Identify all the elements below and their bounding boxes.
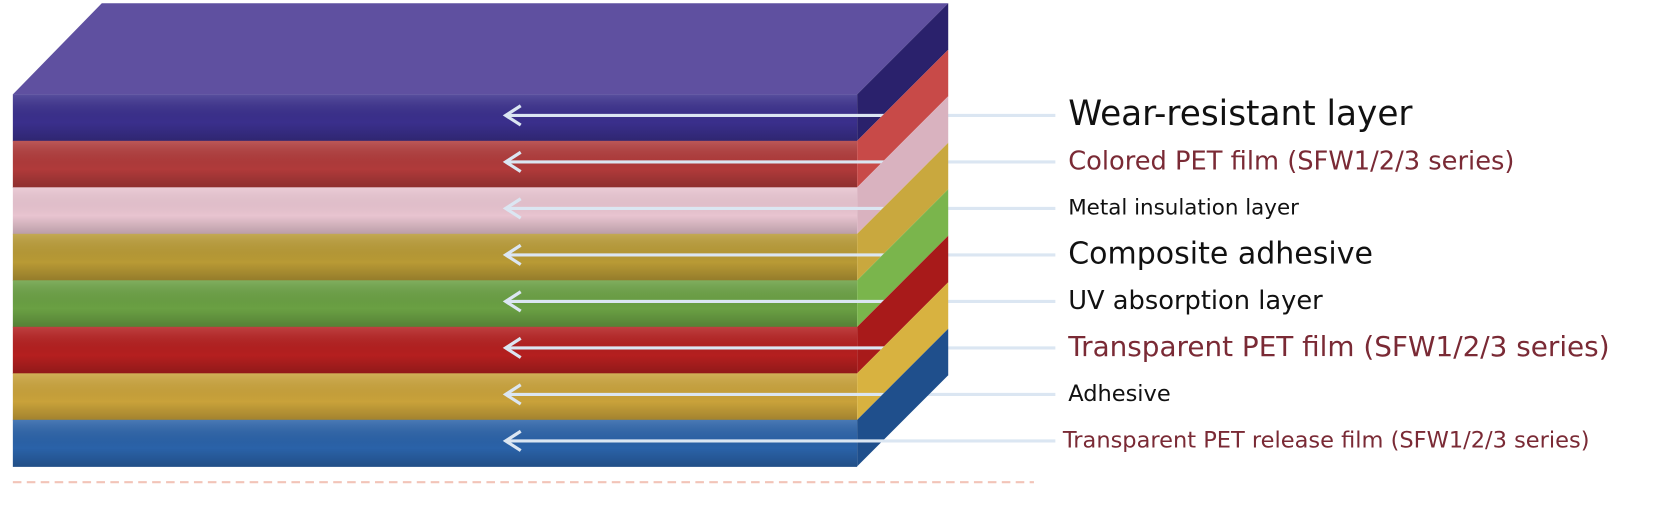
layer-label: Transparent PET film (SFW1/2/3 series) bbox=[1067, 330, 1609, 363]
layer-side bbox=[857, 235, 949, 374]
pointer-head bbox=[502, 197, 522, 220]
layer-side bbox=[857, 282, 949, 420]
layer-label: Adhesive bbox=[1068, 381, 1171, 407]
pointer-head bbox=[502, 104, 522, 127]
pointer-head bbox=[502, 429, 522, 452]
layer-label: UV absorption layer bbox=[1068, 286, 1323, 316]
layer-shade bbox=[12, 187, 858, 235]
layer-shade bbox=[12, 233, 858, 281]
layer-shade bbox=[12, 419, 858, 467]
layer-side bbox=[857, 328, 949, 467]
layer-shade bbox=[12, 373, 858, 421]
layer-label: Transparent PET release film (SFW1/2/3 s… bbox=[1062, 427, 1590, 453]
pointer-head bbox=[502, 383, 522, 406]
layer-side bbox=[857, 3, 949, 141]
top-face bbox=[12, 3, 949, 95]
pointer-head bbox=[502, 336, 522, 359]
pointer-head bbox=[502, 243, 522, 266]
layer-side bbox=[857, 96, 949, 234]
layer-shade bbox=[12, 140, 858, 188]
layer-shade bbox=[12, 280, 858, 328]
layer-label: Wear-resistant layer bbox=[1068, 94, 1413, 134]
layer-shade bbox=[12, 326, 858, 374]
pointer-head bbox=[502, 290, 522, 313]
layer-side bbox=[857, 142, 949, 281]
pointer-head bbox=[502, 150, 522, 173]
layer-side bbox=[857, 49, 949, 188]
layer-label: Colored PET film (SFW1/2/3 series) bbox=[1068, 146, 1514, 176]
layer-label: Metal insulation layer bbox=[1068, 195, 1299, 220]
layer-side bbox=[857, 189, 949, 327]
layer-shade bbox=[12, 94, 858, 142]
layer-label: Composite adhesive bbox=[1068, 236, 1373, 271]
